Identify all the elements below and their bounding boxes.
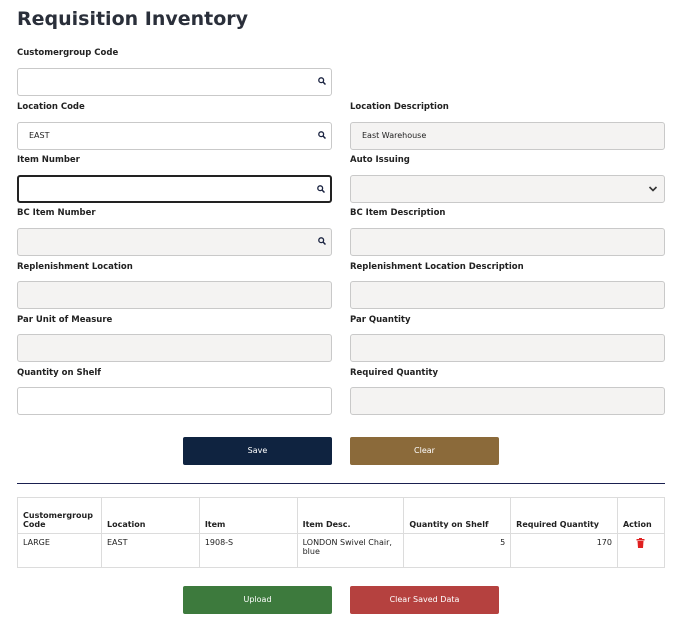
column-header: Quantity on Shelf bbox=[403, 497, 512, 534]
delete-icon[interactable] bbox=[636, 538, 645, 548]
cell: LONDON Swivel Chair, blue bbox=[296, 533, 405, 568]
header-row: Customergroup Code Location Item Item De… bbox=[17, 497, 666, 534]
action-cell bbox=[616, 533, 666, 568]
column-header: Customergroup Code bbox=[17, 497, 102, 534]
field-label: Auto Issuing bbox=[350, 155, 410, 165]
field-label: Item Number bbox=[17, 155, 80, 165]
text-input[interactable] bbox=[17, 387, 332, 415]
text-input[interactable] bbox=[17, 68, 332, 96]
input-icon bbox=[318, 237, 326, 245]
divider bbox=[17, 483, 665, 484]
clear-saved-button[interactable]: Clear Saved Data bbox=[350, 586, 499, 614]
field-label: Replenishment Location bbox=[17, 262, 133, 272]
input-icon bbox=[317, 185, 325, 193]
column-header: Location bbox=[100, 497, 200, 534]
text-input[interactable] bbox=[350, 228, 665, 256]
save-button[interactable]: Save bbox=[183, 437, 332, 465]
input-icon bbox=[318, 77, 326, 85]
data-row: LARGE EAST 1908-S LONDON Swivel Chair, b… bbox=[17, 533, 666, 568]
text-input[interactable] bbox=[17, 281, 332, 309]
field-label: Par Unit of Measure bbox=[17, 315, 113, 325]
input-value: East Warehouse bbox=[362, 131, 427, 140]
input-icon bbox=[318, 131, 326, 139]
text-input[interactable]: EAST bbox=[17, 122, 332, 150]
column-header: Item Desc. bbox=[296, 497, 405, 534]
field-label: BC Item Number bbox=[17, 208, 96, 218]
cell: LARGE bbox=[17, 533, 102, 568]
text-input[interactable] bbox=[17, 228, 332, 256]
input-icon bbox=[648, 186, 658, 192]
cell: 1908-S bbox=[198, 533, 298, 568]
field-label: Quantity on Shelf bbox=[17, 368, 102, 378]
data-table: Customergroup Code Location Item Item De… bbox=[17, 497, 666, 568]
field-label: Location Code bbox=[17, 102, 85, 112]
column-header: Action bbox=[616, 497, 666, 534]
cell: 5 bbox=[403, 533, 512, 568]
text-input[interactable] bbox=[350, 334, 665, 362]
field-label: Location Description bbox=[350, 102, 449, 112]
select-input[interactable] bbox=[350, 175, 665, 203]
field-label: BC Item Description bbox=[350, 208, 446, 218]
cell: 170 bbox=[510, 533, 618, 568]
text-input[interactable] bbox=[17, 334, 332, 362]
input-value: EAST bbox=[29, 131, 50, 140]
field-label: Required Quantity bbox=[350, 368, 439, 378]
page-title: Requisition Inventory bbox=[17, 8, 249, 30]
column-header: Required Quantity bbox=[510, 497, 618, 534]
field-label: Replenishment Location Description bbox=[350, 262, 524, 272]
cell: EAST bbox=[100, 533, 200, 568]
field-label: Par Quantity bbox=[350, 315, 411, 325]
clear-button[interactable]: Clear bbox=[350, 437, 499, 465]
text-input[interactable] bbox=[350, 281, 665, 309]
text-input[interactable] bbox=[17, 175, 332, 203]
column-header: Item bbox=[198, 497, 298, 534]
text-input[interactable]: East Warehouse bbox=[350, 122, 665, 150]
text-input[interactable] bbox=[350, 387, 665, 415]
field-label: Customergroup Code bbox=[17, 48, 119, 58]
upload-button[interactable]: Upload bbox=[183, 586, 332, 614]
